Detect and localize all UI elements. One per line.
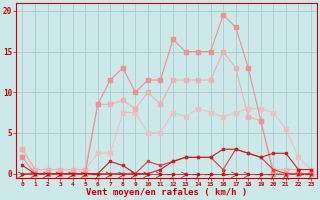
- X-axis label: Vent moyen/en rafales ( km/h ): Vent moyen/en rafales ( km/h ): [86, 188, 247, 197]
